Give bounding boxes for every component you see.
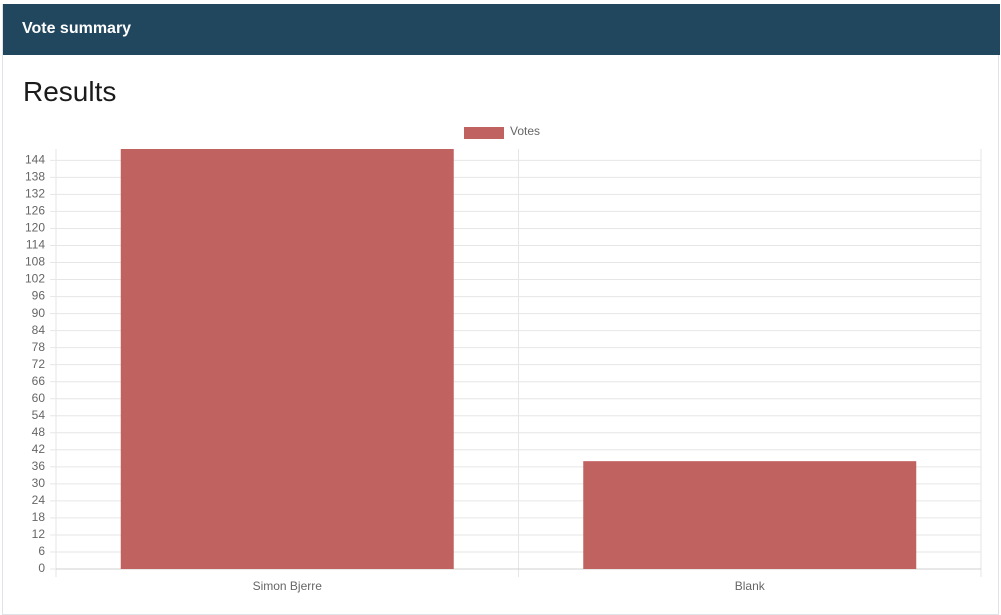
y-tick-label: 36 [32,459,46,473]
legend-swatch [464,127,504,139]
y-tick-label: 120 [25,221,45,235]
card-header: Vote summary [3,4,1000,55]
x-tick-label: Blank [735,579,766,593]
y-tick-label: 96 [32,289,46,303]
y-tick-label: 138 [25,170,45,184]
y-tick-label: 72 [32,357,46,371]
y-tick-label: 6 [38,544,45,558]
bar [583,461,917,569]
y-tick-label: 18 [32,510,46,524]
y-tick-label: 84 [32,323,46,337]
y-tick-label: 12 [32,527,46,541]
y-tick-label: 48 [32,425,46,439]
y-tick-label: 42 [32,442,46,456]
y-tick-label: 114 [26,238,45,252]
y-tick-label: 60 [32,391,46,405]
card: Vote summary Results [2,4,1000,615]
y-tick-label: 24 [32,493,46,507]
y-tick-label: 30 [32,476,46,490]
header-title: Vote summary [22,20,132,37]
y-tick-label: 144 [25,153,45,167]
card-title: Results [23,76,117,107]
x-tick-label: Simon Bjerre [253,579,323,593]
y-tick-label: 66 [32,374,46,388]
y-tick-label: 0 [38,561,45,575]
y-tick-label: 102 [25,272,45,286]
y-tick-label: 54 [32,408,46,422]
y-tick-label: 108 [25,255,45,269]
legend-label: Votes [510,124,540,138]
bar [120,149,454,569]
y-tick-label: 78 [32,340,46,354]
y-tick-label: 132 [25,187,45,201]
y-tick-label: 90 [32,306,46,320]
y-tick-label: 126 [25,204,45,218]
